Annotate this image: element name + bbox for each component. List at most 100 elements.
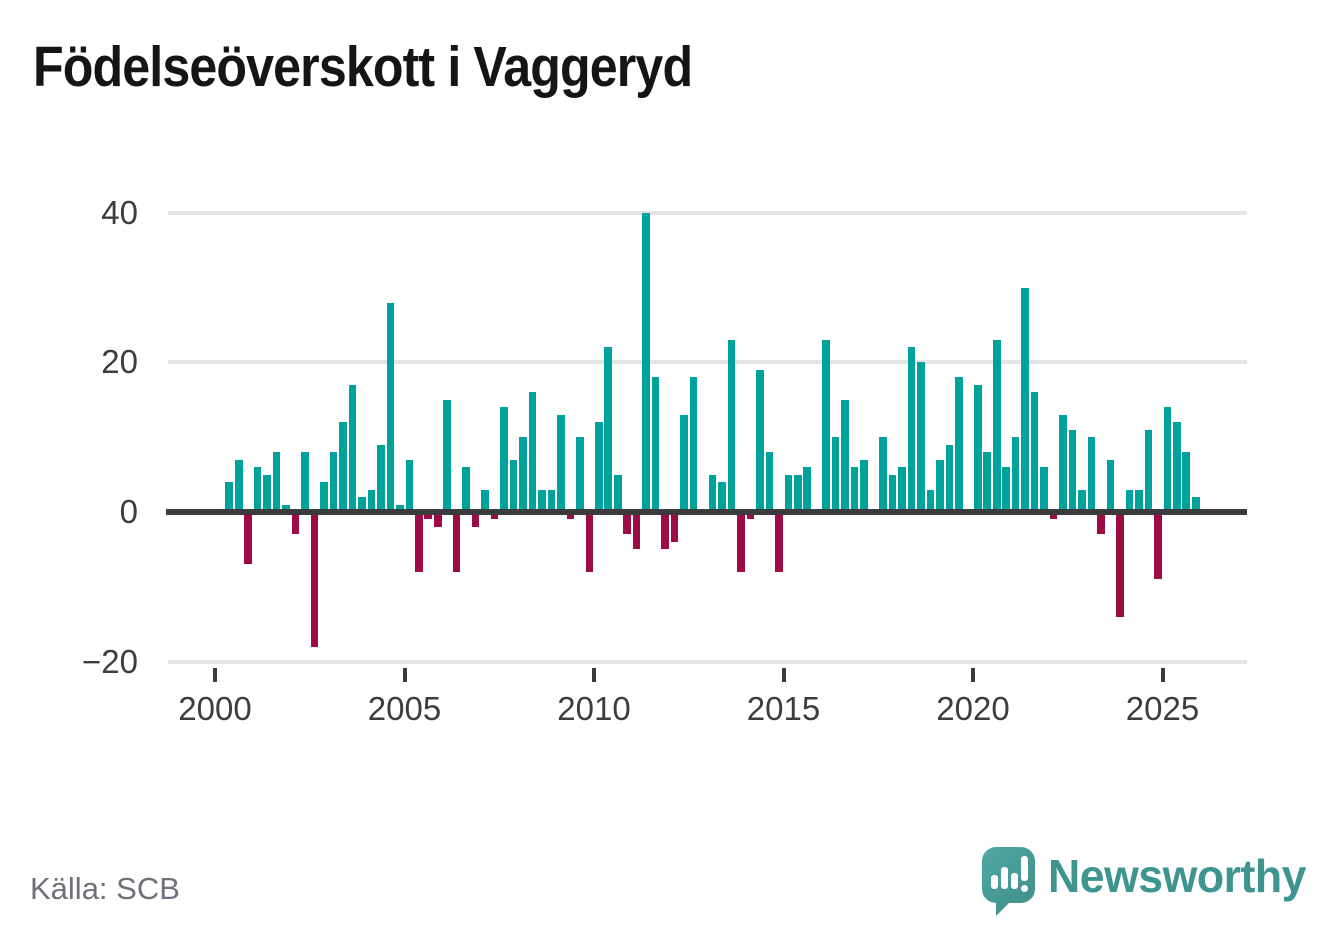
bar [452, 512, 461, 572]
bar [500, 407, 508, 512]
x-axis-tick [781, 668, 786, 682]
x-axis-tick [213, 668, 217, 682]
bar [680, 414, 688, 512]
bar [1040, 467, 1048, 512]
bar [1087, 437, 1096, 512]
bar [955, 377, 963, 512]
bar [1078, 489, 1086, 512]
bar [1049, 512, 1058, 520]
bar [414, 512, 423, 572]
x-axis-tick [402, 668, 407, 682]
logo-chart-bar-icon [991, 875, 998, 889]
bar [329, 452, 338, 512]
bar [1154, 512, 1162, 580]
bar [538, 489, 546, 512]
bar [992, 340, 1001, 512]
bar [651, 377, 660, 512]
bar [1163, 407, 1172, 512]
bar [756, 369, 764, 512]
bar [632, 512, 641, 550]
bar [595, 422, 603, 512]
bar [396, 504, 404, 512]
bar [557, 414, 565, 512]
bar [926, 489, 935, 512]
gridline [168, 360, 1247, 365]
bar [462, 467, 470, 512]
bar [424, 512, 433, 520]
bar [386, 302, 395, 512]
bar [1097, 512, 1105, 535]
bar [509, 459, 518, 512]
bar [405, 459, 414, 512]
bar [907, 347, 916, 512]
zero-axis-line [166, 509, 1247, 515]
bar [746, 512, 755, 520]
bar [831, 437, 840, 512]
x-axis-label: 2010 [557, 690, 631, 727]
bar [339, 422, 347, 512]
bar [1144, 429, 1153, 512]
bar [1182, 452, 1191, 512]
bar [433, 512, 442, 527]
bar [850, 467, 859, 512]
y-axis-label: −20 [82, 642, 138, 680]
bar [1002, 467, 1011, 512]
page-title: Födelseöverskott i Vaggeryd [33, 35, 693, 99]
bar [974, 384, 982, 512]
bar [301, 452, 309, 512]
bar [528, 392, 537, 512]
bar [225, 482, 234, 512]
y-axis-label: 40 [101, 193, 138, 231]
bar [1172, 422, 1181, 512]
bar [585, 512, 594, 572]
x-axis-label: 2025 [1125, 690, 1200, 727]
bar [708, 474, 717, 512]
logo-bubble-tail [996, 901, 1011, 916]
x-axis-label: 2005 [367, 690, 442, 727]
bar [1106, 459, 1115, 512]
bar [1021, 287, 1029, 512]
x-axis-label: 2020 [936, 690, 1010, 727]
gridline [168, 659, 1247, 664]
bar [367, 489, 376, 512]
bar [566, 512, 575, 520]
bar [263, 474, 271, 512]
bar [234, 459, 243, 512]
logo-exclamation-icon [1021, 856, 1028, 881]
bar [253, 467, 262, 512]
bar [983, 452, 992, 512]
bar [670, 512, 679, 542]
bar [784, 474, 793, 512]
bar [765, 452, 774, 512]
bar [1011, 437, 1020, 512]
bar [1030, 392, 1039, 512]
bar [1191, 497, 1200, 512]
bar [604, 347, 613, 512]
source-note: Källa: SCB [30, 871, 180, 906]
bar [443, 399, 451, 512]
bar [358, 497, 366, 512]
bar [822, 340, 830, 512]
bar [320, 482, 328, 512]
bar [1059, 414, 1067, 512]
bar [623, 512, 632, 535]
bar [291, 512, 300, 535]
bar [1068, 429, 1077, 512]
bar [519, 437, 527, 512]
bar [661, 512, 669, 550]
bar [898, 467, 906, 512]
bar [244, 512, 253, 565]
bar [1125, 489, 1134, 512]
bar [377, 444, 385, 512]
bar [348, 384, 357, 512]
bar [803, 467, 812, 512]
bar [841, 399, 849, 512]
bar [471, 512, 480, 527]
x-axis-label: 2015 [746, 690, 821, 727]
bar [727, 340, 736, 512]
logo-chart-bar-icon [1001, 867, 1008, 889]
bar [888, 474, 897, 512]
gridline [168, 210, 1247, 215]
logo-exclamation-dot-icon [1021, 885, 1028, 892]
bar [936, 459, 944, 512]
